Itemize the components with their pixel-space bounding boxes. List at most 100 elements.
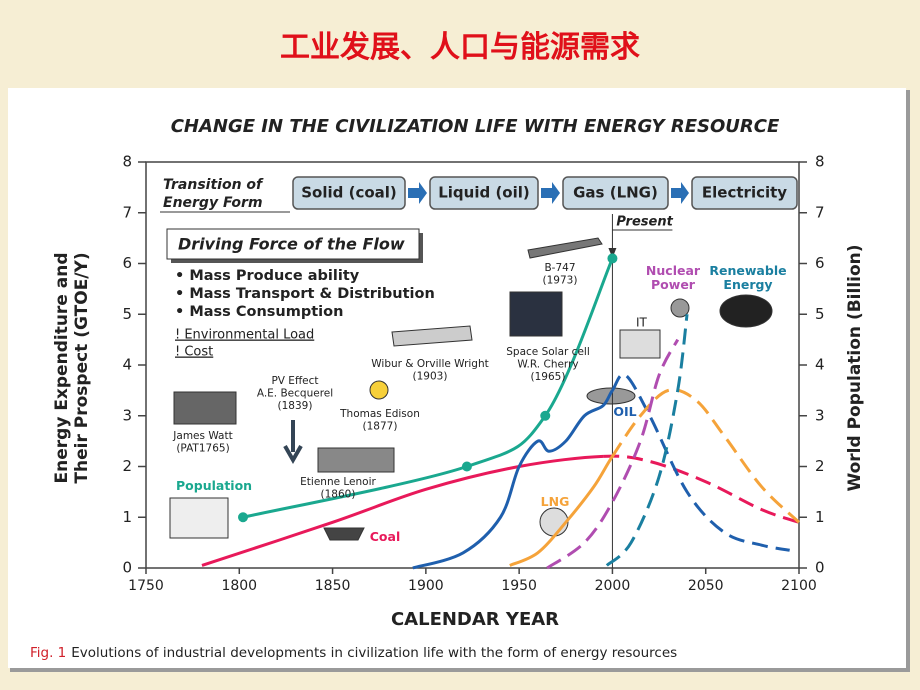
people-icon — [169, 497, 229, 539]
y2-tick-label: 4 — [815, 356, 825, 374]
driving-force-title: Driving Force of the Flow — [178, 235, 405, 254]
annotation: (1973) — [543, 275, 578, 287]
series-line — [412, 389, 614, 570]
annotation: (1839) — [278, 400, 313, 412]
x-tick-label: 2050 — [688, 578, 724, 594]
y-axis-label: Energy Expenditure and — [52, 253, 72, 484]
bulb-icon — [369, 380, 389, 400]
driving-force-box — [166, 228, 420, 260]
annotation: A.E. Becquerel — [257, 388, 333, 400]
series-line — [201, 454, 604, 567]
stage-box — [292, 176, 406, 210]
stage-label: Electricity — [702, 184, 787, 202]
x-axis-label: CALENDAR YEAR — [391, 609, 559, 630]
series-label: Coal — [369, 529, 401, 544]
point — [540, 410, 551, 421]
caption: Fig. 1 Evolutions of industrial developme… — [30, 645, 677, 661]
annotation: Wibur & Orville Wright — [371, 358, 489, 370]
y-tick-label: 3 — [122, 406, 132, 424]
y2-tick-label: 0 — [815, 559, 825, 577]
stage-arrow — [541, 182, 560, 204]
x-tick-label: 2000 — [595, 578, 631, 594]
solar-panel-icon — [719, 294, 773, 328]
stage-box — [691, 176, 798, 210]
y-tick-label: 6 — [122, 254, 132, 272]
y-tick-label: 2 — [122, 457, 132, 475]
annotation: IT — [636, 316, 648, 330]
y2-axis-label: World Population (Billion) — [845, 244, 865, 491]
series-label: Renewable Energy — [709, 263, 787, 292]
transition-label: Transition of — [163, 177, 264, 193]
annotation: James Watt — [172, 430, 232, 442]
annotation: B-747 — [544, 262, 575, 274]
point — [461, 461, 472, 472]
stage-label: Solid (coal) — [301, 184, 397, 202]
point — [238, 512, 249, 523]
annotation: (PAT1765) — [176, 443, 229, 455]
lng-icon — [539, 507, 569, 537]
nuclear-icon — [670, 298, 690, 318]
series-line — [605, 314, 689, 567]
annotation: Etienne Lenoir — [300, 476, 376, 488]
series-line — [509, 455, 614, 567]
series-line — [611, 388, 801, 524]
annotation: PV Effect — [271, 375, 318, 387]
y2-tick-label: 1 — [815, 508, 825, 526]
series-label: LNG — [540, 494, 570, 509]
annotation: Thomas Edison — [339, 408, 420, 420]
y-tick-label: 0 — [122, 559, 132, 577]
y2-tick-label: 3 — [815, 406, 825, 424]
caption-label: Fig. 1 — [30, 645, 67, 661]
y-axis-label: Their Prospect (GTOE/Y) — [72, 252, 92, 483]
series-line — [242, 257, 614, 519]
annotation: (1877) — [363, 421, 398, 433]
annotation: W.R. Cherry — [517, 359, 578, 371]
x-tick-label: 1950 — [501, 578, 537, 594]
y2-tick-label: 7 — [815, 203, 825, 221]
concern: ! Environmental Load — [175, 328, 314, 343]
series-line — [546, 338, 680, 570]
annotation: Space Solar cell — [506, 346, 590, 358]
present-label: Present — [616, 215, 673, 230]
annotation: (1860) — [321, 489, 356, 501]
series-label: Nuclear Power — [645, 263, 701, 292]
concern: ! Cost — [175, 345, 213, 360]
satellite-icon — [509, 291, 563, 337]
y2-tick-label: 8 — [815, 153, 825, 171]
y-tick-label: 1 — [122, 508, 132, 526]
chart-title: CHANGE IN THE CIVILIZATION LIFE WITH ENE… — [171, 116, 780, 137]
transition-label: Energy Form — [163, 195, 263, 211]
present-arrow — [608, 248, 617, 258]
series-line — [603, 454, 800, 524]
engine-icon — [173, 391, 237, 425]
series-label: Population — [176, 478, 253, 493]
caption-text: Evolutions of industrial developments in… — [71, 645, 678, 661]
plane-icon — [527, 237, 603, 259]
stage-box — [429, 176, 539, 210]
y2-tick-label: 2 — [815, 457, 825, 475]
stage-label: Gas (LNG) — [573, 184, 658, 202]
annotation: (1965) — [531, 371, 566, 383]
bullet: • Mass Transport & Distribution — [175, 286, 435, 302]
oil-icon — [586, 387, 636, 405]
stage-arrow — [671, 182, 689, 204]
x-tick-label: 1800 — [221, 578, 257, 594]
y-tick-label: 5 — [122, 305, 132, 323]
series-line — [611, 372, 790, 552]
x-tick-label: 1750 — [128, 578, 164, 594]
x-tick-label: 1850 — [315, 578, 351, 594]
x-tick-label: 2100 — [781, 578, 817, 594]
y2-tick-label: 6 — [815, 254, 825, 272]
biplane-icon — [391, 325, 473, 347]
y-tick-label: 4 — [122, 356, 132, 374]
down-arrow — [283, 420, 303, 465]
bullet: • Mass Produce ability — [175, 268, 360, 284]
point — [607, 253, 618, 264]
series-label: OIL — [613, 404, 637, 419]
x-tick-label: 1900 — [408, 578, 444, 594]
stage-box — [562, 176, 669, 210]
y-tick-label: 7 — [122, 203, 132, 221]
y2-tick-label: 5 — [815, 305, 825, 323]
